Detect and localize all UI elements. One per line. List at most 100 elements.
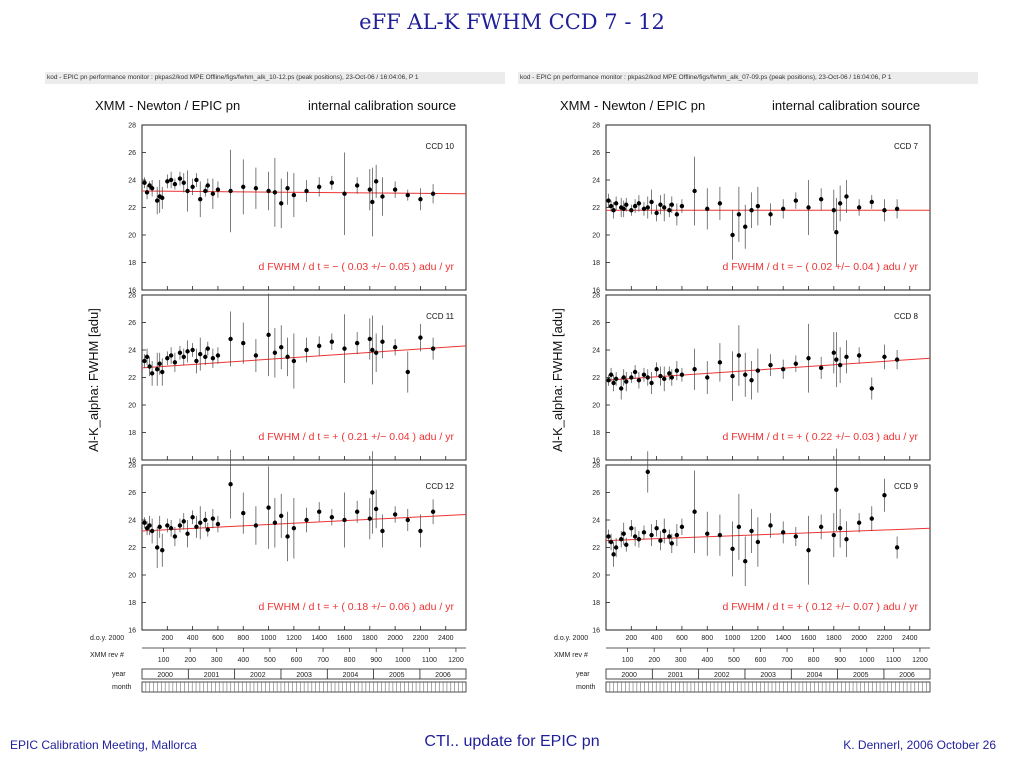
doy-tick-0-6: 1400 [311, 635, 327, 642]
data-point-ccd11-8 [168, 353, 174, 358]
data-point-ccd7-10 [641, 206, 647, 212]
year-label-1-6: 2006 [899, 672, 915, 679]
data-point-ccd9-13 [654, 526, 659, 531]
doy-tick-1-7: 1600 [801, 635, 817, 642]
year-label-0-2: 2002 [250, 672, 266, 679]
data-point-ccd8-39 [882, 354, 887, 360]
ytick-label-ccd7-4: 24 [592, 178, 600, 185]
year-label-1-3: 2003 [760, 672, 776, 679]
doy-tick-0-1: 400 [187, 635, 199, 642]
data-point-ccd9-33 [831, 532, 837, 538]
fit-annotation-ccd9: d FWHM / d t = + ( 0.12 +/− 0.07 ) adu /… [722, 601, 918, 613]
rev-tick-label-1-11: 1200 [912, 657, 928, 664]
ytick-label-ccd12-6: 28 [128, 463, 136, 470]
ccd-label-ccd8: CCD 8 [894, 312, 919, 321]
year-strip-1 [605, 668, 931, 680]
ytick-label-ccd9-4: 24 [592, 518, 600, 525]
data-point-ccd12-39 [418, 528, 423, 534]
data-point-ccd8-31 [806, 356, 811, 361]
rev-tick-label-0-4: 500 [264, 657, 276, 664]
data-point-ccd11-32 [354, 340, 360, 346]
data-point-ccd11-20 [228, 336, 233, 342]
ytick-label-ccd7-2: 20 [592, 233, 600, 240]
data-point-ccd11-40 [430, 346, 436, 351]
rev-tick-label-1-1: 200 [648, 657, 660, 664]
ccd-label-ccd7: CCD 7 [894, 142, 919, 151]
data-point-ccd10-12 [185, 188, 190, 194]
rev-axis-label-1: XMM rev # [554, 652, 588, 659]
source-title-0: internal calibration source [308, 98, 456, 113]
data-point-ccd11-27 [291, 358, 297, 364]
data-point-ccd8-35 [837, 362, 843, 368]
ytick-label-ccd11-4: 24 [128, 348, 136, 355]
data-point-ccd8-4 [618, 386, 624, 391]
data-point-ccd8-17 [669, 375, 675, 380]
doy-tick-0-7: 1600 [337, 635, 353, 642]
data-point-ccd8-30 [793, 361, 799, 366]
rev-tick-label-1-0: 100 [622, 657, 634, 664]
rev-tick-label-0-10: 1100 [422, 657, 437, 664]
ytick-label-ccd9-6: 28 [592, 463, 600, 470]
data-point-ccd7-21 [705, 206, 710, 212]
data-point-ccd8-27 [755, 368, 761, 373]
fit-annotation-ccd7: d FWHM / d t = − ( 0.02 +/− 0.04 ) adu /… [722, 261, 918, 273]
data-point-ccd10-20 [228, 188, 233, 194]
data-point-ccd8-19 [679, 372, 685, 377]
data-point-ccd11-21 [241, 340, 246, 346]
data-point-ccd11-23 [266, 332, 271, 338]
ytick-label-ccd8-5: 26 [592, 320, 600, 327]
data-point-ccd11-22 [253, 353, 259, 358]
doy-tick-1-2: 600 [676, 635, 688, 642]
data-point-ccd7-33 [831, 208, 837, 213]
data-point-ccd8-1 [608, 372, 614, 377]
ytick-label-ccd10-3: 22 [128, 205, 136, 212]
ytick-label-ccd8-4: 24 [592, 348, 600, 355]
data-point-ccd9-8 [632, 534, 638, 539]
doy-tick-0-3: 800 [237, 635, 249, 642]
data-point-ccd10-4 [154, 198, 160, 203]
data-point-ccd10-18 [210, 191, 216, 196]
data-point-ccd12-27 [291, 526, 297, 531]
month-axis-label-1: month [576, 684, 596, 691]
data-point-ccd10-6 [160, 195, 165, 201]
data-point-ccd11-15 [198, 351, 203, 357]
ytick-label-ccd8-1: 18 [592, 430, 600, 437]
data-point-ccd12-26 [285, 534, 290, 539]
fit-annotation-ccd12: d FWHM / d t = + ( 0.18 +/− 0.06 ) adu /… [258, 601, 454, 613]
fit-line-ccd9 [605, 527, 931, 542]
ytick-label-ccd11-0: 16 [128, 458, 136, 465]
data-point-ccd11-19 [215, 353, 221, 358]
data-point-ccd7-25 [743, 224, 748, 229]
data-point-ccd11-7 [165, 356, 170, 361]
doy-tick-1-11: 2400 [902, 635, 918, 642]
data-point-ccd8-34 [834, 357, 839, 362]
plot-header-right: kod - EPIC pn performance monitor : pkpa… [518, 72, 978, 84]
data-point-ccd10-7 [165, 179, 170, 184]
data-point-ccd11-24 [272, 350, 278, 355]
data-point-ccd8-13 [654, 367, 659, 372]
data-point-ccd7-11 [645, 205, 650, 210]
data-point-ccd11-36 [380, 339, 385, 344]
data-point-ccd12-12 [185, 531, 190, 536]
data-point-ccd10-33 [367, 187, 373, 192]
data-point-ccd12-34 [370, 490, 375, 495]
rev-tick-label-0-1: 200 [184, 657, 196, 664]
doy-tick-0-10: 2200 [413, 635, 429, 642]
data-point-ccd9-17 [669, 541, 675, 546]
ytick-label-ccd8-2: 20 [592, 403, 600, 410]
data-point-ccd8-21 [705, 375, 710, 380]
data-point-ccd10-15 [198, 197, 203, 202]
data-point-ccd7-29 [780, 206, 786, 212]
ytick-label-ccd7-5: 26 [592, 150, 600, 157]
rev-tick-label-1-9: 1000 [859, 657, 875, 664]
data-point-ccd11-4 [154, 367, 160, 372]
year-label-1-2: 2002 [714, 672, 730, 679]
rev-tick-label-1-2: 300 [675, 657, 687, 664]
data-point-ccd11-10 [177, 350, 183, 355]
ytick-label-ccd10-6: 28 [128, 123, 136, 130]
rev-tick-label-1-3: 400 [701, 657, 713, 664]
data-point-ccd10-23 [266, 188, 271, 194]
data-point-ccd9-34 [834, 487, 839, 492]
ytick-label-ccd8-6: 28 [592, 293, 600, 300]
doy-tick-1-4: 1000 [725, 635, 741, 642]
